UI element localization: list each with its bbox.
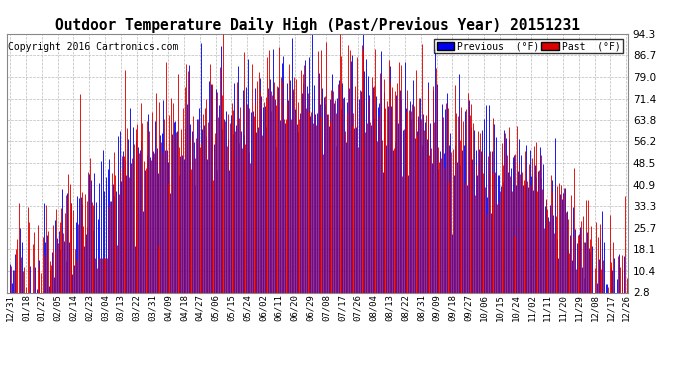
Legend: Previous  (°F), Past  (°F): Previous (°F), Past (°F) (435, 39, 623, 54)
Title: Outdoor Temperature Daily High (Past/Previous Year) 20151231: Outdoor Temperature Daily High (Past/Pre… (55, 16, 580, 33)
Text: Copyright 2016 Cartronics.com: Copyright 2016 Cartronics.com (8, 42, 178, 51)
